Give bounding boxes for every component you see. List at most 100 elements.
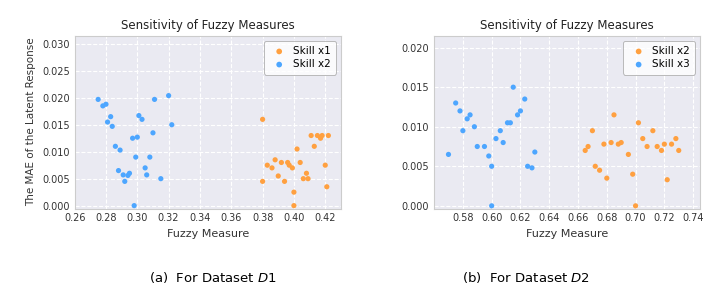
Skill x2 (149, 97, 160, 102)
Skill x1 (306, 133, 317, 138)
Skill x2 (589, 164, 601, 169)
Skill x2 (594, 168, 605, 173)
Skill x2 (130, 155, 141, 159)
Skill x2 (119, 179, 130, 184)
Skill x3 (515, 108, 526, 113)
Title: Sensitivity of Fuzzy Measures: Sensitivity of Fuzzy Measures (121, 19, 294, 32)
Skill x2 (609, 112, 620, 117)
Skill x2 (613, 142, 624, 147)
Skill x2 (601, 176, 612, 181)
X-axis label: Fuzzy Measure: Fuzzy Measure (166, 229, 249, 239)
Skill x3 (505, 120, 516, 125)
Skill x1 (282, 160, 294, 165)
Skill x1 (315, 136, 326, 141)
Skill x1 (311, 133, 323, 138)
Skill x2 (661, 177, 673, 182)
Skill x2 (637, 136, 648, 141)
Skill x1 (287, 165, 298, 170)
Skill x3 (483, 153, 494, 158)
Skill x2 (647, 128, 658, 133)
Skill x1 (301, 171, 312, 176)
Skill x3 (464, 112, 476, 117)
Skill x1 (319, 163, 331, 167)
Skill x1 (288, 203, 299, 208)
Skill x2 (133, 113, 144, 118)
Skill x2 (114, 148, 126, 153)
Skill x3 (443, 152, 454, 157)
Skill x1 (321, 184, 333, 189)
Skill x2 (129, 203, 140, 208)
Skill x2 (117, 173, 129, 177)
Skill x2 (606, 140, 617, 145)
Skill x2 (147, 131, 159, 135)
Skill x3 (450, 101, 461, 105)
Skill x1 (257, 117, 268, 122)
Skill x2 (137, 117, 148, 122)
Skill x2 (633, 120, 644, 125)
X-axis label: Fuzzy Measure: Fuzzy Measure (526, 229, 609, 239)
Skill x2 (109, 144, 121, 149)
Skill x3 (491, 136, 502, 141)
Skill x1 (294, 160, 306, 165)
Skill x1 (267, 165, 278, 170)
Skill x1 (298, 176, 309, 181)
Skill x3 (471, 144, 483, 149)
Skill x3 (457, 128, 469, 133)
Legend: Skill x1, Skill x2: Skill x1, Skill x2 (264, 41, 336, 74)
Skill x3 (529, 150, 540, 154)
Skill x3 (495, 128, 506, 133)
Skill x1 (269, 157, 281, 162)
Skill x1 (309, 144, 320, 149)
Skill x1 (292, 147, 303, 151)
Skill x2 (122, 173, 134, 178)
Skill x2 (92, 97, 104, 102)
Skill x1 (323, 133, 334, 138)
Skill x3 (519, 97, 530, 101)
Skill x3 (479, 144, 490, 149)
Skill x2 (102, 120, 113, 125)
Skill x2 (673, 148, 685, 153)
Skill x2 (656, 148, 667, 153)
Skill x1 (279, 179, 290, 184)
Skill x2 (155, 176, 166, 181)
Skill x2 (670, 136, 682, 141)
Skill x1 (288, 190, 299, 195)
Skill x2 (616, 140, 627, 145)
Skill x3 (486, 164, 497, 169)
Skill x2 (587, 128, 598, 133)
Skill x1 (257, 179, 268, 184)
Skill x3 (526, 165, 538, 170)
Skill x2 (658, 142, 670, 147)
Y-axis label: The MAE of the Latent Response: The MAE of the Latent Response (26, 38, 36, 207)
Skill x2 (627, 172, 638, 177)
Skill x2 (166, 122, 178, 127)
Skill x3 (508, 85, 519, 90)
Skill x3 (486, 204, 497, 208)
Skill x3 (522, 164, 533, 169)
Skill x2 (105, 114, 117, 119)
Skill x2 (623, 152, 634, 157)
Text: (b)  For Dataset $D2$: (b) For Dataset $D2$ (462, 270, 590, 285)
Skill x2 (132, 135, 143, 139)
Skill x3 (512, 112, 523, 117)
Skill x3 (498, 140, 509, 145)
Skill x1 (302, 176, 314, 181)
Skill x2 (97, 103, 109, 108)
Skill x2 (630, 204, 641, 208)
Skill x2 (163, 93, 174, 98)
Title: Sensitivity of Fuzzy Measures: Sensitivity of Fuzzy Measures (481, 19, 654, 32)
Skill x3 (454, 108, 466, 113)
Skill x3 (469, 124, 480, 129)
Skill x2 (641, 144, 653, 149)
Skill x2 (651, 144, 663, 149)
Skill x2 (598, 142, 609, 147)
Text: (a)  For Dataset $D1$: (a) For Dataset $D1$ (149, 270, 277, 285)
Skill x2 (579, 148, 591, 153)
Skill x1 (316, 133, 328, 138)
Skill x3 (502, 120, 513, 125)
Skill x2 (113, 168, 124, 173)
Skill x2 (141, 173, 152, 177)
Skill x2 (139, 165, 151, 170)
Skill x2 (127, 136, 139, 141)
Skill x3 (461, 117, 473, 121)
